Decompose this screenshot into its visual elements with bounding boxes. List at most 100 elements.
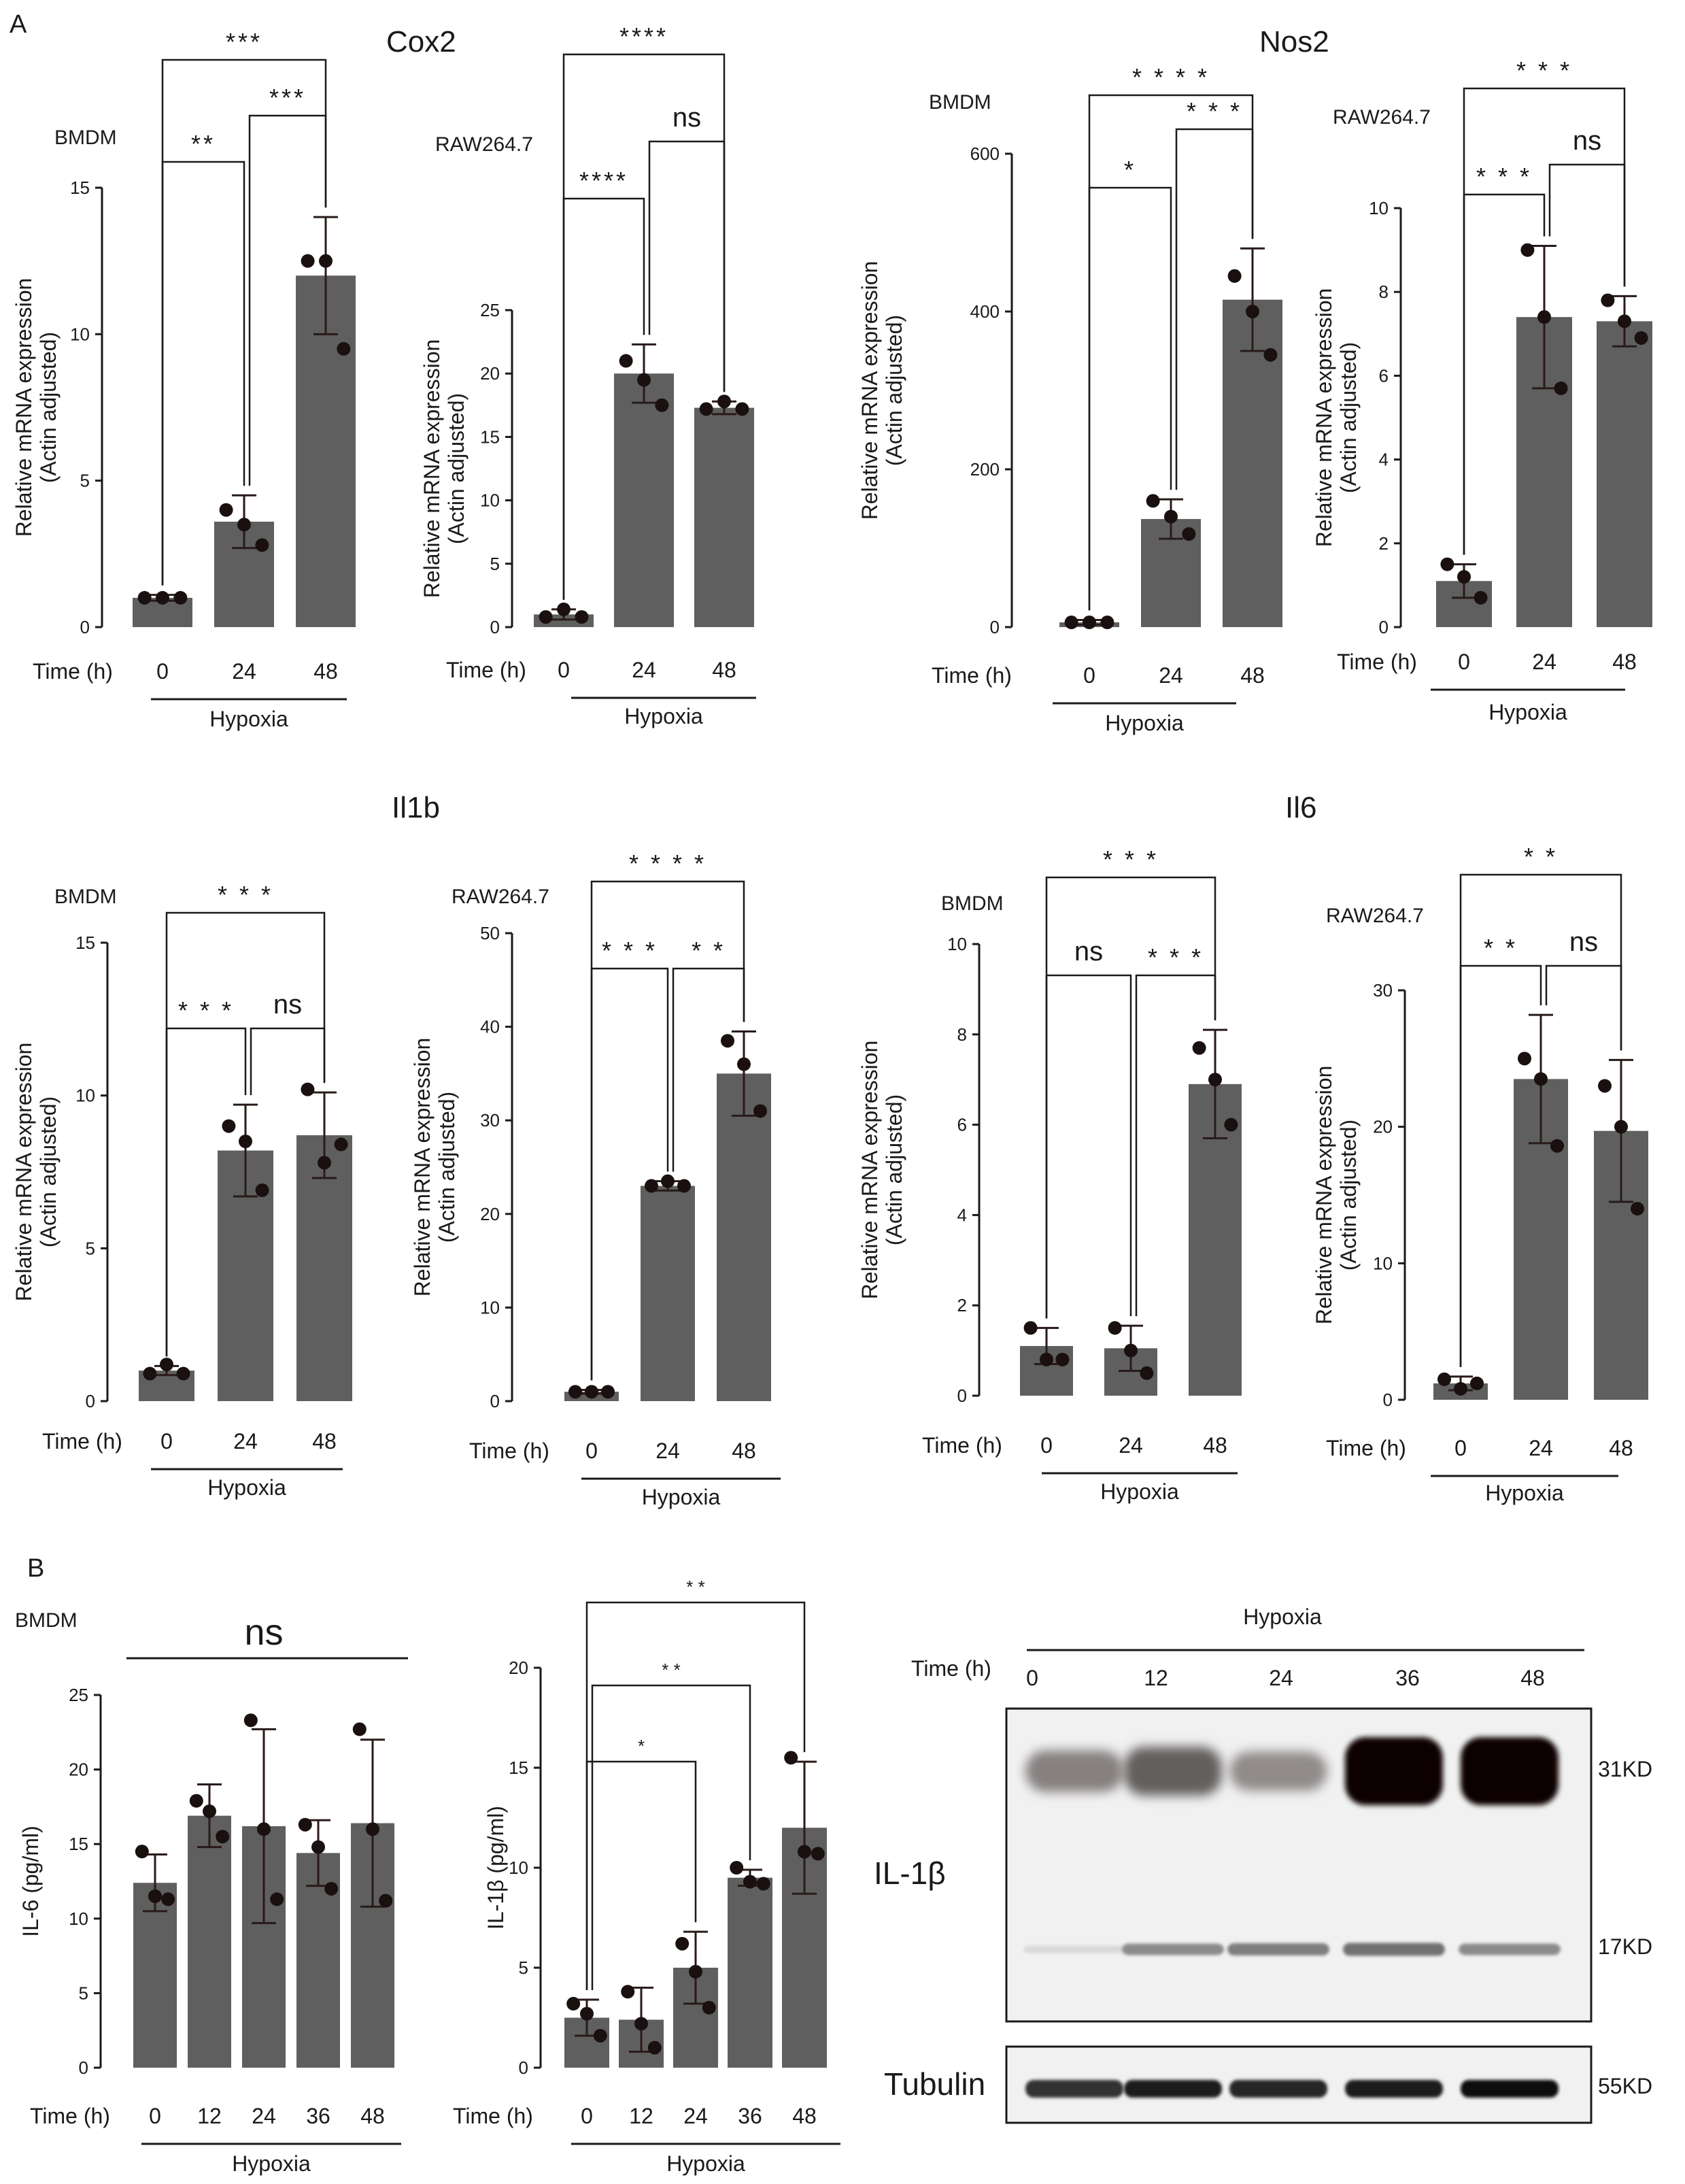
bar-charts: BMDM 0 5 10 15 Relative mRNA expression (Actin…: [12, 22, 1652, 2176]
x-tick-label: 24: [632, 658, 656, 682]
data-point: [1601, 293, 1615, 307]
x-tick-label: 24: [232, 659, 256, 684]
y-tick-label: 30: [480, 1110, 500, 1130]
gene-title-il1b: Il1b: [392, 791, 440, 824]
data-point: [798, 1845, 811, 1859]
data-point: [689, 1964, 702, 1979]
time-label: Time (h): [42, 1429, 122, 1454]
x-tick-label: 36: [738, 2104, 762, 2128]
data-point: [717, 394, 731, 409]
y-tick-label: 15: [70, 178, 90, 198]
data-point: [1437, 1372, 1451, 1386]
mw-marker-55kd: 55KD: [1598, 2074, 1652, 2098]
significance-label: * *: [686, 1577, 704, 1597]
y-tick-label: 10: [70, 324, 90, 344]
hypoxia-label: Hypoxia: [642, 1485, 721, 1509]
band-tubulin: [1229, 2080, 1327, 2098]
data-point: [366, 1822, 379, 1836]
data-point: [324, 1881, 339, 1896]
data-point: [601, 1385, 615, 1399]
data-point: [575, 610, 589, 624]
data-point: [1631, 1202, 1644, 1216]
significance-label: * * *: [1187, 97, 1242, 125]
y-axis-label-line2: (Actin adjusted): [882, 315, 906, 466]
x-tick-label: 0: [585, 1439, 598, 1463]
time-label: Time (h): [922, 1433, 1002, 1458]
time-label: Time (h): [932, 663, 1012, 688]
bar-12: [188, 1815, 231, 2068]
x-tick-label: 48: [732, 1439, 756, 1463]
data-point: [743, 1875, 757, 1889]
x-tick-label: 0: [156, 659, 169, 684]
band-31kd: [1025, 1750, 1123, 1792]
bar-48: [296, 1135, 352, 1401]
data-point: [176, 1366, 190, 1381]
data-point: [334, 1137, 348, 1152]
y-tick-label: 5: [86, 1238, 95, 1258]
data-point: [1618, 314, 1631, 329]
data-point: [189, 1794, 203, 1808]
x-tick-label: 48: [1203, 1433, 1227, 1458]
bar-48: [694, 407, 754, 627]
data-point: [1083, 616, 1096, 630]
cell-type-label: BMDM: [54, 886, 117, 908]
data-point: [634, 2017, 648, 2031]
data-point: [580, 2006, 594, 2021]
data-point: [219, 503, 233, 517]
y-tick-label: 15: [75, 933, 95, 953]
data-point: [216, 1830, 230, 1844]
mw-marker-31kd: 31KD: [1598, 1757, 1652, 1781]
significance-bracket: [1045, 974, 1132, 1319]
y-tick-label: 10: [1369, 198, 1389, 218]
time-label: Time (h): [1326, 1436, 1406, 1460]
data-point: [1164, 509, 1178, 524]
y-tick-label: 0: [1379, 617, 1389, 637]
panel-label-b: B: [27, 1554, 44, 1583]
data-point: [677, 1179, 691, 1193]
bar-48: [717, 1073, 771, 1401]
band-17kd: [1459, 1943, 1561, 1955]
x-tick-label: 0: [1040, 1433, 1053, 1458]
blot-lane-label: 36: [1395, 1666, 1420, 1690]
y-tick-label: 0: [1383, 1390, 1393, 1410]
x-tick-label: 24: [683, 2104, 708, 2128]
hypoxia-label: Hypoxia: [209, 707, 288, 731]
data-point: [737, 1057, 751, 1071]
data-point: [730, 1861, 744, 1875]
significance-bracket: [161, 58, 327, 586]
chart-nos2-bmdm: BMDM 0 200 400 600 Relative mRNA expression (A…: [857, 63, 1282, 735]
data-point: [1454, 1381, 1467, 1396]
cell-type-label: BMDM: [54, 127, 117, 149]
significance-label: ****: [579, 167, 628, 195]
cell-type-label: BMDM: [929, 91, 991, 114]
data-point: [675, 1936, 690, 1951]
y-tick-label: 0: [80, 617, 90, 637]
data-point: [1100, 616, 1114, 630]
x-tick-label: 48: [312, 1429, 337, 1454]
data-point: [1124, 1343, 1138, 1358]
y-tick-label: 8: [957, 1024, 967, 1045]
hypoxia-label: Hypoxia: [624, 704, 703, 728]
significance-bracket: [1045, 876, 1216, 1319]
significance-label: ****: [619, 22, 668, 50]
significance-label: * *: [1524, 843, 1558, 871]
y-axis-label-line1: Relative mRNA expression: [12, 278, 36, 537]
data-point: [1470, 1376, 1484, 1390]
data-point: [1554, 381, 1568, 395]
x-tick-label: 24: [656, 1439, 680, 1463]
blot-lane-label: 0: [1026, 1666, 1038, 1690]
data-point: [160, 1358, 173, 1372]
data-point: [257, 1822, 271, 1836]
data-point: [721, 1034, 734, 1048]
x-tick-label: 0: [1083, 663, 1095, 688]
data-point: [1520, 243, 1535, 257]
data-point: [568, 1385, 582, 1399]
cell-type-label: RAW264.7: [1333, 106, 1431, 129]
data-point: [270, 1892, 284, 1906]
hypoxia-label: Hypoxia: [1105, 711, 1184, 735]
y-tick-label: 10: [69, 1909, 88, 1929]
data-point: [784, 1751, 798, 1765]
data-point: [1040, 1352, 1053, 1366]
band-17kd: [1122, 1943, 1224, 1955]
y-tick-label: 0: [990, 617, 1000, 637]
